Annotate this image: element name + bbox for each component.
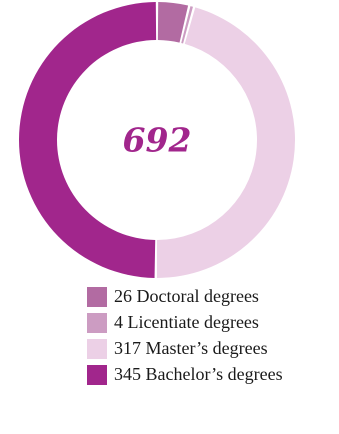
donut-slice-2: [156, 7, 296, 279]
legend-swatch-1: [87, 312, 107, 333]
legend: 26 Doctoral degrees 4 Licentiate degrees 3…: [87, 286, 283, 390]
legend-label-2: 317 Master’s degrees: [114, 338, 268, 358]
legend-swatch-3: [87, 364, 107, 385]
legend-label-3: 345 Bachelor’s degrees: [114, 364, 283, 384]
legend-label-0: 26 Doctoral degrees: [114, 286, 259, 306]
donut-slice-0: [157, 2, 189, 43]
donut-chart: 692: [18, 2, 296, 279]
legend-label-1: 4 Licentiate degrees: [114, 312, 259, 332]
donut-slice-3: [18, 2, 157, 278]
legend-swatch-2: [87, 338, 107, 359]
legend-item-0: 26 Doctoral degrees: [87, 286, 283, 307]
donut-slices: [18, 2, 296, 279]
center-total-label: 692: [123, 121, 192, 160]
legend-item-1: 4 Licentiate degrees: [87, 312, 283, 333]
legend-item-2: 317 Master’s degrees: [87, 338, 283, 359]
donut-slice-1: [181, 6, 193, 44]
legend-swatch-0: [87, 286, 107, 307]
legend-item-3: 345 Bachelor’s degrees: [87, 364, 283, 385]
